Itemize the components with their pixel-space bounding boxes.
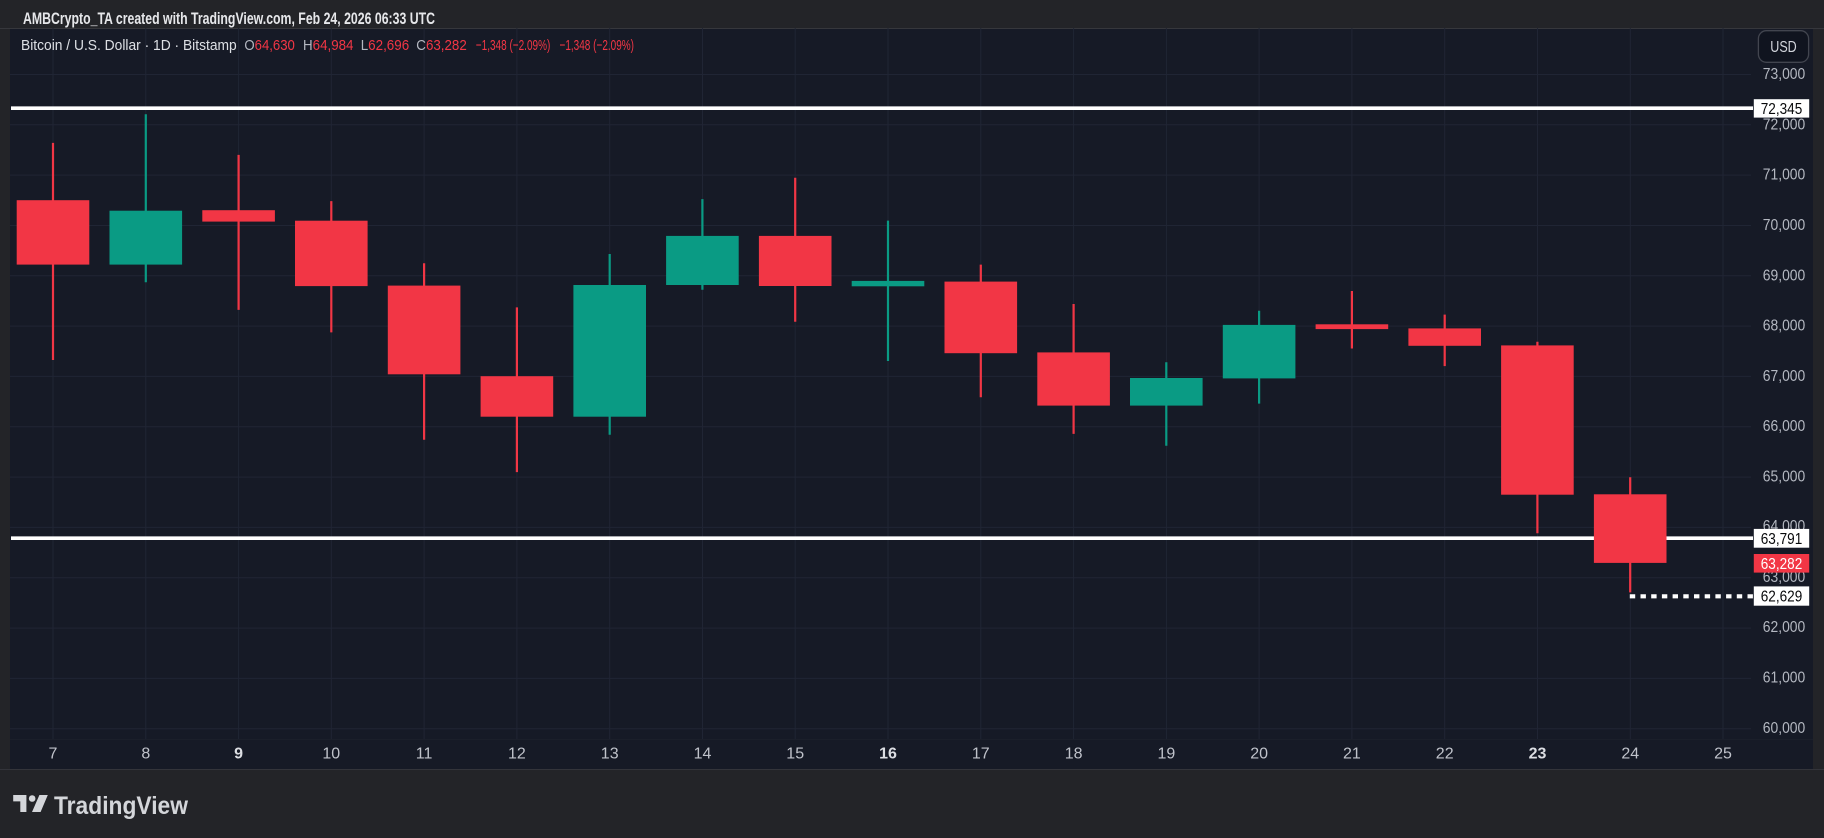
svg-text:62,629: 62,629 bbox=[1761, 589, 1803, 606]
svg-text:68,000: 68,000 bbox=[1763, 318, 1806, 335]
svg-text:24: 24 bbox=[1621, 746, 1639, 763]
svg-text:63,791: 63,791 bbox=[1761, 531, 1803, 548]
svg-text:21: 21 bbox=[1343, 746, 1361, 763]
svg-text:66,000: 66,000 bbox=[1763, 418, 1806, 435]
svg-text:63,000: 63,000 bbox=[1763, 569, 1806, 586]
svg-text:60,000: 60,000 bbox=[1763, 720, 1806, 737]
svg-text:AMBCrypto_TA created with Trad: AMBCrypto_TA created with TradingView.co… bbox=[23, 9, 435, 28]
svg-text:L62,696: L62,696 bbox=[361, 37, 410, 54]
svg-text:−1,348 (−2.09%): −1,348 (−2.09%) bbox=[560, 37, 635, 54]
svg-text:H64,984: H64,984 bbox=[303, 37, 354, 54]
svg-text:71,000: 71,000 bbox=[1763, 167, 1806, 184]
svg-text:25: 25 bbox=[1714, 746, 1732, 763]
svg-text:C63,282: C63,282 bbox=[416, 37, 467, 54]
svg-text:17: 17 bbox=[972, 746, 990, 763]
svg-text:69,000: 69,000 bbox=[1763, 267, 1806, 284]
svg-text:TradingView: TradingView bbox=[54, 792, 188, 820]
svg-text:7: 7 bbox=[49, 746, 58, 763]
svg-text:11: 11 bbox=[416, 746, 433, 763]
svg-text:70,000: 70,000 bbox=[1763, 217, 1806, 234]
svg-text:72,000: 72,000 bbox=[1763, 117, 1806, 134]
svg-text:61,000: 61,000 bbox=[1763, 670, 1806, 687]
svg-text:22: 22 bbox=[1436, 746, 1454, 763]
svg-text:23: 23 bbox=[1529, 746, 1547, 763]
svg-text:63,282: 63,282 bbox=[1761, 556, 1803, 573]
svg-text:15: 15 bbox=[786, 746, 804, 763]
svg-text:19: 19 bbox=[1158, 746, 1176, 763]
svg-text:73,000: 73,000 bbox=[1763, 66, 1806, 83]
svg-text:10: 10 bbox=[322, 746, 340, 763]
svg-text:8: 8 bbox=[141, 746, 150, 763]
svg-text:20: 20 bbox=[1250, 746, 1268, 763]
svg-text:62,000: 62,000 bbox=[1763, 619, 1806, 636]
svg-text:12: 12 bbox=[508, 746, 526, 763]
svg-text:18: 18 bbox=[1065, 746, 1083, 763]
svg-text:65,000: 65,000 bbox=[1763, 468, 1806, 485]
svg-text:67,000: 67,000 bbox=[1763, 368, 1806, 385]
svg-text:16: 16 bbox=[879, 746, 897, 763]
svg-text:USD: USD bbox=[1770, 39, 1797, 56]
svg-text:O64,630: O64,630 bbox=[244, 37, 295, 54]
svg-text:−1,348 (−2.09%): −1,348 (−2.09%) bbox=[476, 37, 551, 54]
svg-text:72,345: 72,345 bbox=[1761, 101, 1803, 118]
svg-text:14: 14 bbox=[694, 746, 712, 763]
svg-text:13: 13 bbox=[601, 746, 619, 763]
svg-text:Bitcoin / U.S. Dollar · 1D · B: Bitcoin / U.S. Dollar · 1D · Bitstamp bbox=[21, 37, 237, 54]
svg-text:9: 9 bbox=[234, 746, 243, 763]
